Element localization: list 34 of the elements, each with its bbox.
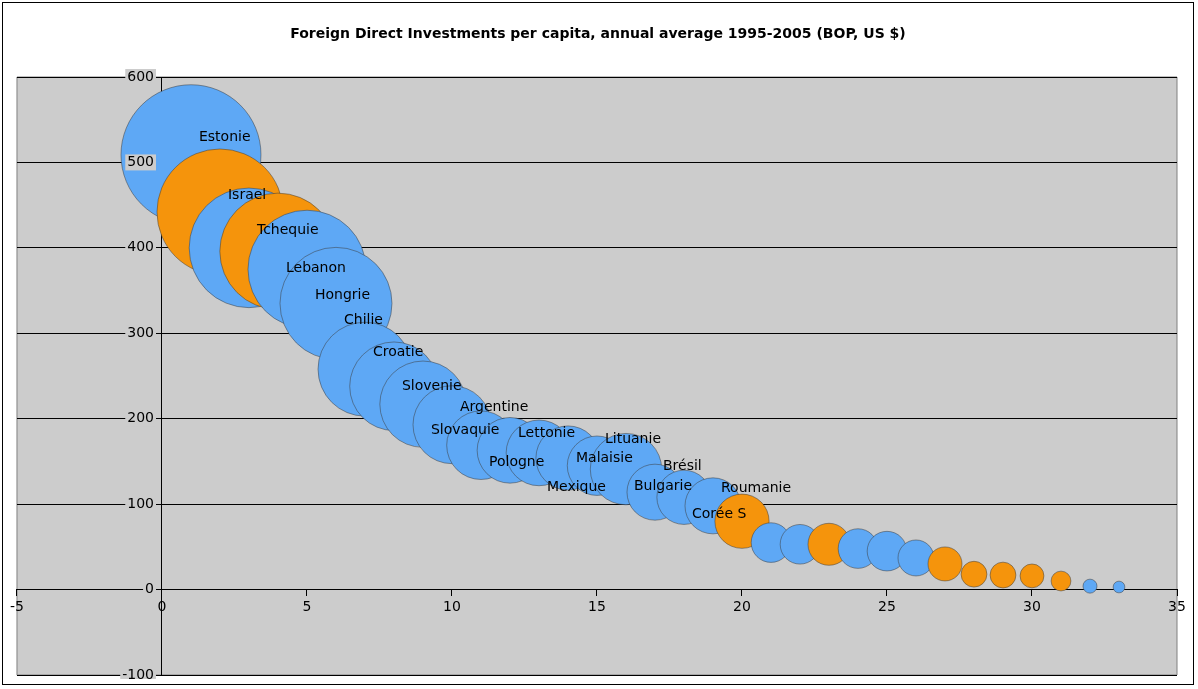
annotation: Malaisie bbox=[575, 448, 633, 465]
annotation: Estonie bbox=[198, 128, 251, 145]
y-tick-label: 400 bbox=[127, 238, 154, 255]
annotation: Roumanie bbox=[720, 479, 792, 496]
y-tick-label: 500 bbox=[127, 153, 154, 170]
annotation: Lebanon bbox=[285, 258, 346, 275]
annotation: Chilie bbox=[343, 311, 383, 328]
annotation: Lettonie bbox=[517, 423, 576, 440]
x-tick-label: 10 bbox=[443, 597, 461, 614]
annotation: Israel bbox=[227, 185, 267, 202]
y-tick-label: 100 bbox=[127, 494, 154, 511]
x-tick-label: 5 bbox=[302, 597, 312, 614]
y-tick-label: -100 bbox=[122, 665, 154, 682]
annotation: Argentine bbox=[459, 398, 529, 415]
chart-title: Foreign Direct Investments per capita, annual average 1995-2005 (BOP, US $) bbox=[289, 25, 907, 41]
y-tick-label: 0 bbox=[145, 580, 154, 597]
x-tick-label: 20 bbox=[733, 597, 751, 614]
annotation: Slovenie bbox=[401, 376, 462, 393]
annotation: Pologne bbox=[488, 452, 545, 469]
annotation: Slovaquie bbox=[430, 420, 500, 437]
y-tick-label: 600 bbox=[127, 67, 154, 84]
annotation: Hongrie bbox=[314, 285, 371, 302]
x-tick-label: -5 bbox=[10, 597, 24, 614]
annotation: Bulgarie bbox=[633, 476, 693, 493]
annotation: Brésil bbox=[662, 456, 702, 473]
annotation: Mexique bbox=[546, 477, 606, 494]
x-tick-label: 30 bbox=[1023, 597, 1041, 614]
x-tick-label: 25 bbox=[878, 597, 896, 614]
y-tick-label: 200 bbox=[127, 409, 154, 426]
annotation: Lituanie bbox=[604, 430, 662, 447]
x-tick-label: 15 bbox=[588, 597, 606, 614]
y-tick-label: 300 bbox=[127, 323, 154, 340]
x-tick-label: 35 bbox=[1168, 597, 1186, 614]
annotation: Croatie bbox=[372, 342, 424, 359]
